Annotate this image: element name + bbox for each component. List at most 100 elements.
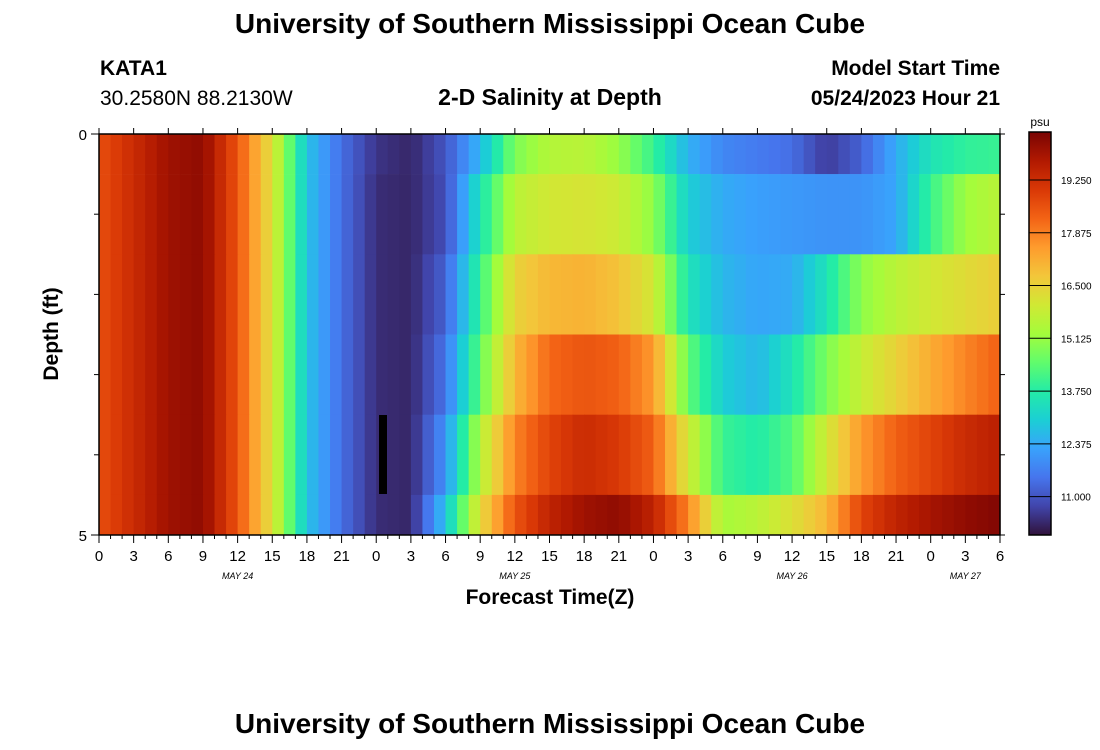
heatmap-cell [953, 334, 966, 415]
heatmap-cell [468, 334, 481, 415]
heatmap-cell [838, 134, 851, 175]
heatmap-cell [249, 134, 262, 175]
heatmap-cell [630, 174, 643, 255]
heatmap-cell [526, 134, 539, 175]
heatmap-cell [191, 414, 204, 496]
heatmap-cell [919, 414, 932, 496]
heatmap-cell [330, 494, 343, 536]
heatmap-cell [330, 254, 343, 335]
heatmap-cell [433, 334, 447, 415]
heatmap-cell [803, 334, 816, 415]
heatmap-cell [653, 134, 666, 175]
heatmap-cell [942, 494, 955, 536]
heatmap-cell [387, 494, 400, 536]
heatmap-cell [202, 414, 216, 496]
heatmap-cell [341, 174, 354, 255]
heatmap-cell [976, 254, 990, 335]
heatmap-cell [249, 414, 262, 496]
heatmap-cell [422, 414, 435, 496]
heatmap-cell [792, 174, 805, 255]
heatmap-cell [584, 174, 597, 255]
x-tick-label: 21 [333, 548, 350, 565]
heatmap-cell [896, 334, 909, 415]
heatmap-cell [503, 494, 516, 536]
heatmap-cell [722, 174, 735, 255]
heatmap-cell [942, 254, 955, 335]
heatmap-cell [942, 174, 955, 255]
heatmap-cell [930, 134, 943, 175]
heatmap-cell [965, 134, 978, 175]
heatmap-cell [872, 254, 886, 335]
heatmap-cell [665, 334, 678, 415]
heatmap-cell [537, 134, 551, 175]
heatmap-cell [433, 254, 447, 335]
heatmap-cell [306, 254, 320, 335]
heatmap-cell [133, 414, 146, 496]
heatmap-cell [272, 134, 285, 175]
heatmap-cell [122, 174, 135, 255]
heatmap-cell [849, 174, 862, 255]
x-axis: 0 3 6 9 12 15 18 21 0 3 6 9 12 15 18 21 0 3 6 9 12 15 18 21 0 3 6 M… [95, 128, 1004, 581]
x-tick-label: 6 [996, 548, 1004, 565]
heatmap-cell [191, 134, 204, 175]
heatmap-cell [665, 254, 678, 335]
heatmap-cell [676, 334, 689, 415]
y-tick-label: 0 [79, 127, 87, 144]
heatmap-cell [353, 134, 366, 175]
heatmap-cell [896, 254, 909, 335]
heatmap-cell [815, 494, 828, 536]
heatmap-cell [318, 174, 331, 255]
heatmap-cell [745, 254, 759, 335]
heatmap-cell [514, 174, 527, 255]
heatmap-cell [976, 494, 990, 536]
heatmap-cell [468, 494, 481, 536]
heatmap-cell [353, 414, 366, 496]
heatmap-cell [341, 134, 354, 175]
heatmap-cell [653, 254, 666, 335]
heatmap-cell [260, 134, 273, 175]
heatmap-cell [306, 334, 320, 415]
heatmap-cell [133, 134, 146, 175]
heatmap-cell [110, 254, 123, 335]
heatmap-cell [249, 494, 262, 536]
heatmap-cell [433, 134, 447, 175]
heatmap-cell [399, 134, 412, 175]
x-tick-label: 6 [441, 548, 449, 565]
heatmap-cell [214, 174, 227, 255]
heatmap-cell [665, 414, 678, 496]
heatmap-cell [249, 174, 262, 255]
heatmap-cell [202, 334, 216, 415]
heatmap-cell [226, 254, 239, 335]
heatmap-cell [838, 414, 851, 496]
heatmap-cell [618, 494, 631, 536]
heatmap-cell [803, 134, 816, 175]
heatmap-cell [549, 254, 562, 335]
heatmap-cell [387, 334, 400, 415]
heatmap-cell [260, 334, 273, 415]
heatmap-cell [734, 254, 747, 335]
heatmap-cell [884, 414, 897, 496]
heatmap-cell [745, 334, 759, 415]
heatmap-cell [410, 494, 424, 536]
heatmap-cell [122, 334, 135, 415]
heatmap-cell [953, 494, 966, 536]
heatmap-cells [99, 134, 1001, 536]
heatmap-cell [884, 134, 897, 175]
heatmap-cell [283, 174, 296, 255]
heatmap-cell [202, 174, 216, 255]
heatmap-cell [976, 174, 990, 255]
x-tick-label: 0 [649, 548, 657, 565]
heatmap-cell [988, 494, 1001, 536]
x-tick-label: 6 [164, 548, 172, 565]
heatmap-cell [503, 254, 516, 335]
heatmap-cell [376, 494, 389, 536]
heatmap-cell [653, 334, 666, 415]
heatmap-cell [260, 254, 273, 335]
heatmap-cell [757, 174, 770, 255]
heatmap-cell [376, 134, 389, 175]
heatmap-cell [353, 334, 366, 415]
date-label: MAY 27 [950, 571, 982, 581]
colorbar-tick-label: 19.250 [1061, 176, 1092, 187]
x-tick-label: 3 [961, 548, 969, 565]
colorbar [1028, 131, 1052, 536]
